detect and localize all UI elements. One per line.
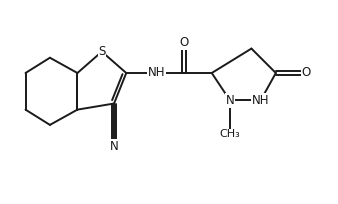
Text: N: N [226,94,235,107]
Text: O: O [179,36,189,49]
Text: N: N [110,140,118,153]
Text: NH: NH [252,94,269,107]
Text: S: S [98,45,105,58]
Text: CH₃: CH₃ [220,129,240,139]
Text: O: O [302,67,311,80]
Text: NH: NH [148,67,166,80]
